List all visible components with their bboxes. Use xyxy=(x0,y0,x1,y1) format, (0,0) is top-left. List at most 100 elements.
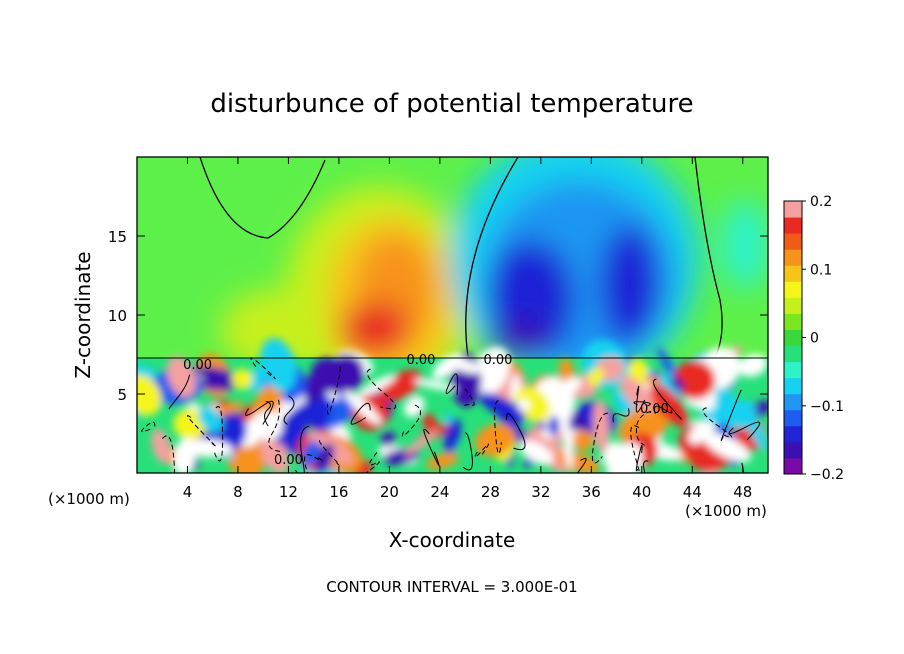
turbulent-blob xyxy=(151,428,171,464)
colorbar-swatch xyxy=(784,393,802,411)
contour-swirl xyxy=(294,425,310,473)
contour-swirl xyxy=(635,410,652,446)
turbulent-blob xyxy=(474,423,516,457)
cold-region-core xyxy=(490,320,550,360)
contour-swirl xyxy=(702,407,733,438)
turbulent-blob xyxy=(551,377,582,401)
contour-swirl xyxy=(245,400,274,425)
zero-contour-right xyxy=(694,157,723,358)
turbulent-blob xyxy=(593,399,610,453)
turbulent-blob xyxy=(315,443,335,473)
turbulent-blobs xyxy=(137,338,768,473)
turbulent-blob xyxy=(587,367,605,387)
colorbar-tick-label: 0.2 xyxy=(810,194,832,210)
colorbar-swatch xyxy=(784,457,802,475)
colorbar-swatch xyxy=(784,217,802,234)
turbulent-blob xyxy=(517,398,530,412)
colorbar-swatch xyxy=(784,233,802,250)
contour-swirl xyxy=(141,421,156,433)
colorbar-swatch xyxy=(784,249,802,266)
turbulent-blob xyxy=(137,374,162,416)
contour-swirl xyxy=(445,373,459,395)
zero-contour-left xyxy=(199,157,326,239)
turbulent-blob xyxy=(478,392,526,423)
contour-swirl xyxy=(635,385,646,413)
turbulent-blob xyxy=(572,430,594,451)
contour-swirl xyxy=(463,388,475,407)
colorbar-swatch xyxy=(784,377,802,395)
turbulent-blob xyxy=(198,406,223,433)
contour-swirl xyxy=(643,460,649,473)
turbulent-blob xyxy=(563,418,573,470)
contour-labels: 0.00 0.00 0.00 0.00 0.00 xyxy=(183,353,669,468)
contour-swirl xyxy=(268,399,282,453)
colorbar-swatch xyxy=(784,265,802,282)
x-tick-label: 32 xyxy=(531,483,550,501)
contour-swirl xyxy=(462,432,473,471)
contour-label: 0.00 xyxy=(640,402,669,417)
contour-swirl xyxy=(506,413,526,451)
turbulent-blob xyxy=(656,347,678,381)
weak-cold-right xyxy=(720,200,768,290)
colorbar-swatch xyxy=(784,425,802,443)
x-unit-right: (×1000 m) xyxy=(685,502,767,520)
turbulent-blob xyxy=(670,375,685,393)
contour-label: 0.00 xyxy=(406,353,435,368)
turbulent-blob xyxy=(260,338,297,392)
contour-swirl xyxy=(720,389,742,441)
turbulent-blob xyxy=(732,400,757,430)
contour-swirl xyxy=(365,452,380,473)
lower-field xyxy=(137,338,768,473)
contour-swirls xyxy=(141,357,761,473)
contour-label: 0.00 xyxy=(483,353,512,368)
contour-swirl xyxy=(577,457,587,473)
contour-swirl xyxy=(318,439,340,466)
turbulent-blob xyxy=(231,368,253,390)
contour-swirl xyxy=(653,378,682,420)
turbulent-blob xyxy=(688,420,715,445)
contour-swirl xyxy=(168,374,191,410)
contour-swirl xyxy=(494,400,502,454)
x-tick-label: 24 xyxy=(430,483,449,501)
colorbar-tick-label: −0.2 xyxy=(810,467,844,483)
turbulent-blob xyxy=(404,395,425,418)
turbulent-blob xyxy=(519,440,554,465)
turbulent-blob xyxy=(301,440,321,466)
contour-swirl xyxy=(612,408,630,423)
contour-swirl xyxy=(653,405,673,414)
colorbar-swatch xyxy=(784,297,802,314)
turbulent-blob xyxy=(447,357,482,374)
contour-swirl xyxy=(741,462,745,473)
contour-swirl xyxy=(633,401,651,407)
turbulent-blob xyxy=(606,442,643,473)
colorbar-swatch xyxy=(784,281,802,298)
contour-swirl xyxy=(630,425,641,473)
contour-swirl xyxy=(474,443,490,458)
turbulent-blob xyxy=(324,354,365,395)
colorbar-tick-label: −0.1 xyxy=(810,399,844,415)
contour-swirl xyxy=(161,435,176,473)
contour-swirl xyxy=(591,412,609,464)
turbulent-blob xyxy=(274,401,317,444)
colorbar-swatch xyxy=(784,441,802,459)
contour-label: 0.00 xyxy=(274,453,303,468)
turbulent-blob xyxy=(684,395,706,409)
x-tick-label: 12 xyxy=(279,483,298,501)
contour-swirl xyxy=(304,454,323,473)
zero-contour-mid xyxy=(465,157,519,358)
contour-swirl xyxy=(250,357,276,380)
x-tick-label: 8 xyxy=(233,483,243,501)
contour-swirl xyxy=(402,404,422,437)
cold-region-inner-right xyxy=(600,225,660,345)
x-tick-label: 40 xyxy=(632,483,651,501)
contour-interval-note: CONTOUR INTERVAL = 3.000E-01 xyxy=(326,578,577,596)
x-tick-label: 36 xyxy=(582,483,601,501)
colorbar-swatch xyxy=(784,329,802,347)
y-tick-label: 5 xyxy=(117,386,127,404)
colorbar: 0.2 0.1 0 −0.1 −0.2 xyxy=(783,194,844,483)
colorbar-swatch xyxy=(784,313,802,330)
turbulent-blob xyxy=(618,404,670,447)
x-tick-label: 4 xyxy=(183,483,193,501)
turbulent-blob xyxy=(548,415,560,437)
x-axis: 4 8 12 16 20 24 28 32 36 40 44 48 xyxy=(183,157,752,501)
